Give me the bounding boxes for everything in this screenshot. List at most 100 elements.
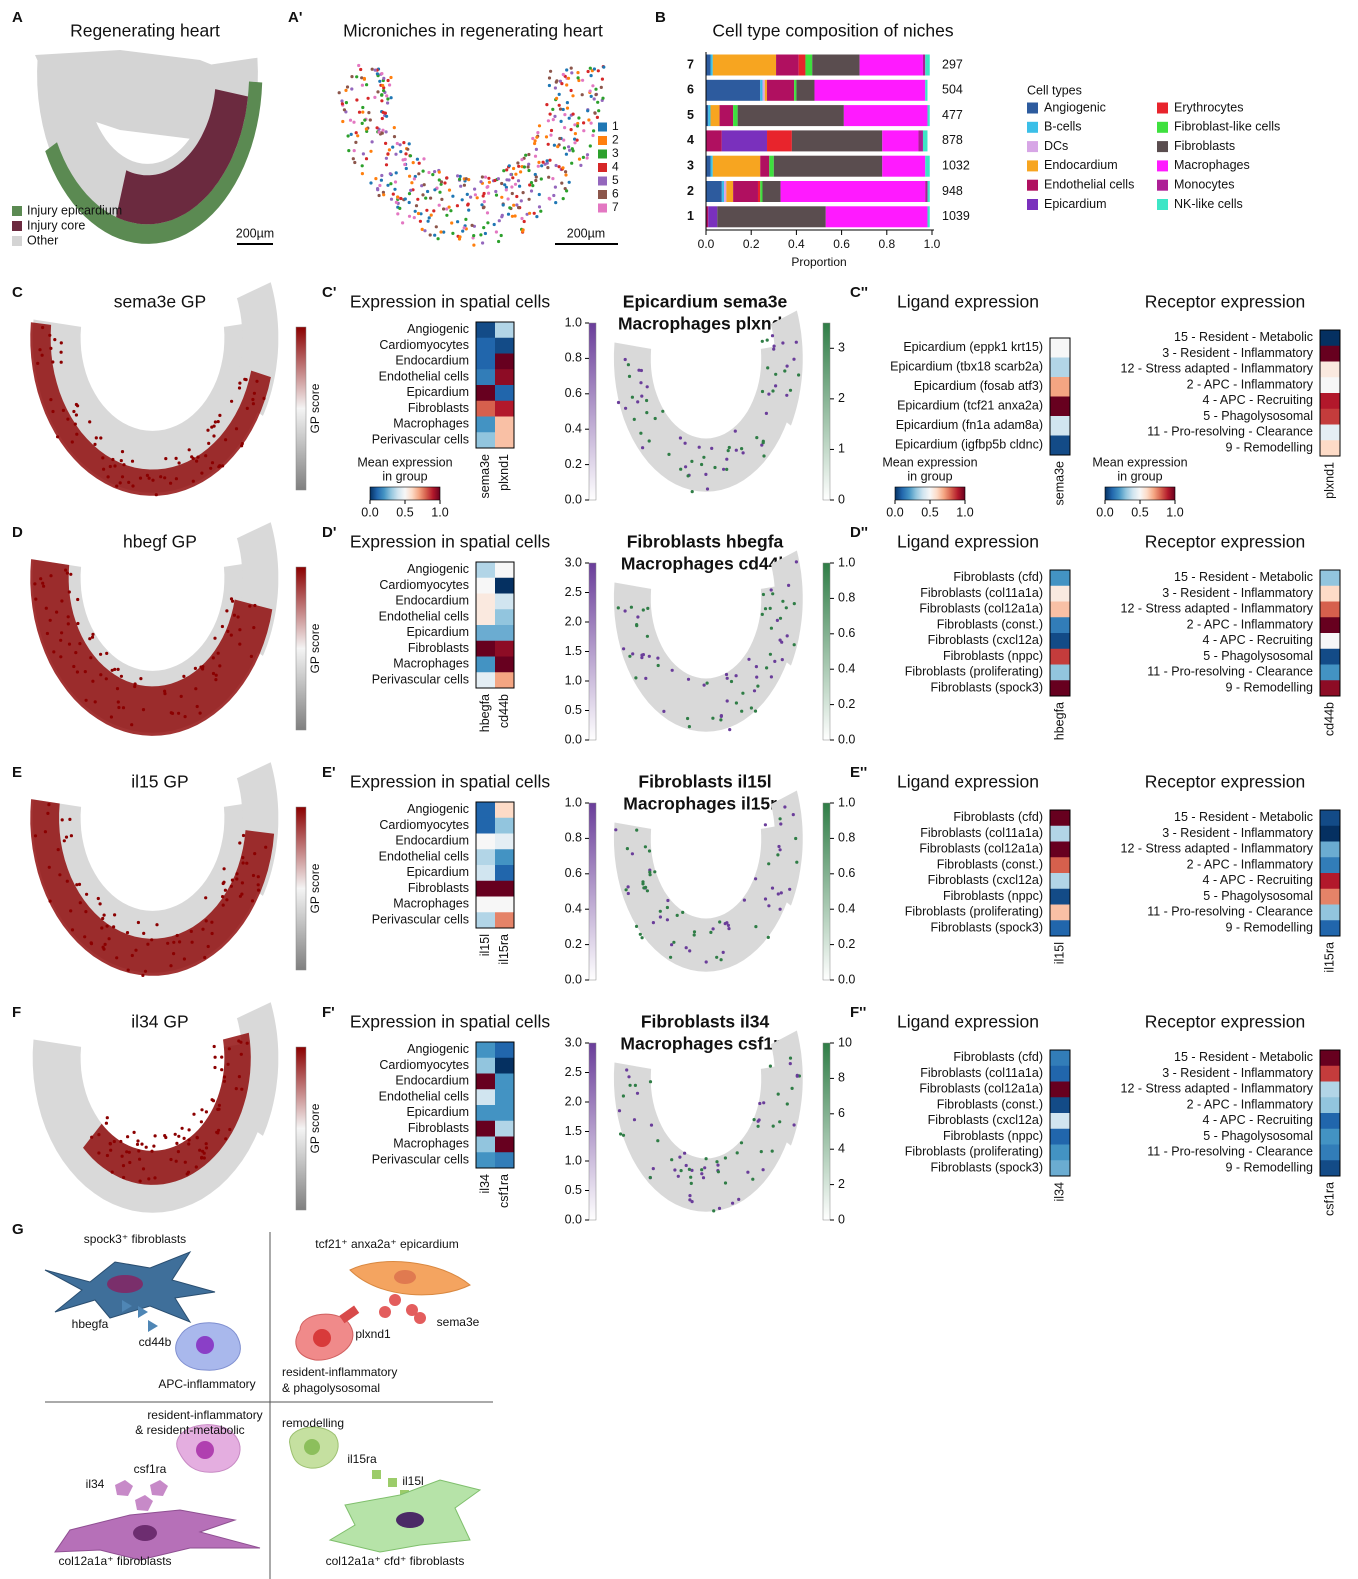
row-label: 2 - APC - Inflammatory — [1187, 617, 1314, 631]
nucleus — [304, 1439, 320, 1455]
legend-title: Cell types — [1027, 83, 1082, 97]
colorbar — [589, 803, 596, 980]
row-label: Endothelial cells — [379, 1089, 469, 1103]
heatmap-panel: D''Ligand expressionFibroblasts (cfd)Fib… — [850, 524, 1070, 740]
cell-dot — [535, 215, 538, 218]
heatmap-cell — [1050, 680, 1070, 696]
cell-dot — [137, 1149, 140, 1152]
panel-label: F' — [322, 1004, 335, 1021]
cell-dot — [552, 194, 555, 197]
cell-dot — [482, 226, 485, 229]
legend-label: B-cells — [1044, 120, 1082, 134]
cell-dot — [592, 129, 595, 132]
cell-dot — [93, 443, 96, 446]
bar-segment — [706, 156, 711, 177]
cell-dot — [109, 1149, 112, 1152]
heatmap-cell — [495, 417, 514, 433]
row-label: Fibroblasts (col12a1a) — [919, 602, 1043, 616]
cell-dot — [404, 197, 407, 200]
cell-dot — [587, 70, 590, 73]
heatmap-cell — [495, 641, 514, 657]
heatmap-cell — [476, 881, 495, 897]
cell-dot — [66, 418, 69, 421]
cell-dot — [212, 1099, 215, 1102]
cell-dot — [758, 1102, 761, 1105]
cell-dot — [495, 230, 498, 233]
cell-dot — [764, 607, 767, 610]
cell-dot — [238, 841, 241, 844]
cell-dot — [646, 607, 649, 610]
cell-dot — [700, 1168, 703, 1171]
colorbar-tick-label: 2.5 — [565, 585, 582, 599]
cell-dot — [340, 99, 343, 102]
cell-dot — [381, 129, 384, 132]
cell-dot — [562, 197, 565, 200]
cell-dot — [262, 397, 265, 400]
cell-dot — [465, 177, 468, 180]
column-label: hbegfa — [478, 694, 492, 732]
cell-dot — [786, 365, 789, 368]
schematic-label: cd44b — [139, 1335, 172, 1349]
cell-dot — [221, 464, 224, 467]
cell-dot — [201, 928, 204, 931]
bar-segment — [925, 80, 927, 101]
cell-dot — [230, 634, 233, 637]
cell-dot — [631, 852, 634, 855]
cell-dot — [679, 436, 682, 439]
ligand — [379, 1306, 391, 1318]
cell-dot — [399, 197, 402, 200]
cell-dot — [45, 607, 48, 610]
heatmap-cell — [495, 1089, 514, 1105]
legend-label: Endothelial cells — [1044, 177, 1134, 191]
row-label: 5 - Phagolysosomal — [1203, 889, 1313, 903]
heatmap-cell — [1050, 377, 1070, 397]
heatmap-cell — [1050, 1129, 1070, 1145]
heatmap-cell — [476, 1042, 495, 1058]
cell-dot — [126, 1135, 129, 1138]
heatmap-cell — [1320, 810, 1340, 826]
cell-dot — [706, 682, 709, 685]
cell-dot — [772, 348, 775, 351]
legend-label: DCs — [1044, 139, 1068, 153]
cell-dot — [565, 153, 568, 156]
cell-dot — [99, 673, 102, 676]
heatmap-cell — [476, 594, 495, 610]
cell-dot — [683, 1152, 686, 1155]
cell-dot — [361, 111, 364, 114]
cell-dot — [761, 390, 764, 393]
cell-dot — [67, 622, 70, 625]
cell-dot — [564, 173, 567, 176]
cell-dot — [527, 153, 530, 156]
colorbar-tick-label: 0.8 — [565, 831, 582, 845]
cell-dot — [528, 198, 531, 201]
cell-dot — [113, 913, 116, 916]
cell-dot — [484, 176, 487, 179]
cell-dot — [703, 1166, 706, 1169]
column-label: il15l — [1052, 942, 1066, 964]
legend-swatch — [1157, 160, 1168, 171]
cell-dot — [60, 341, 63, 344]
panel-label: E' — [322, 764, 336, 781]
cell-dot — [177, 1135, 180, 1138]
row-label: 4 - APC - Recruiting — [1203, 633, 1314, 647]
cell-dot — [545, 103, 548, 106]
bar-segment — [711, 55, 713, 76]
cell-dot — [636, 615, 639, 618]
cell-dot — [66, 572, 69, 575]
cell-dot — [421, 228, 424, 231]
colorbar-tick-label: 1 — [838, 442, 845, 456]
cell-dot — [105, 677, 108, 680]
cell-dot — [100, 926, 103, 929]
cell-dot — [511, 192, 514, 195]
cell-dot — [419, 220, 422, 223]
cell-dot — [387, 79, 390, 82]
heatmap-cell — [1050, 617, 1070, 633]
row-label: Cardiomyocytes — [379, 1058, 469, 1072]
cell-dot — [635, 925, 638, 928]
heatmap-cell — [476, 672, 495, 688]
colorbar-label: Mean expression — [357, 455, 452, 469]
bar-segment — [923, 55, 925, 76]
cell-dot — [523, 220, 526, 223]
cell-dot — [245, 862, 248, 865]
cell-dot — [774, 384, 777, 387]
